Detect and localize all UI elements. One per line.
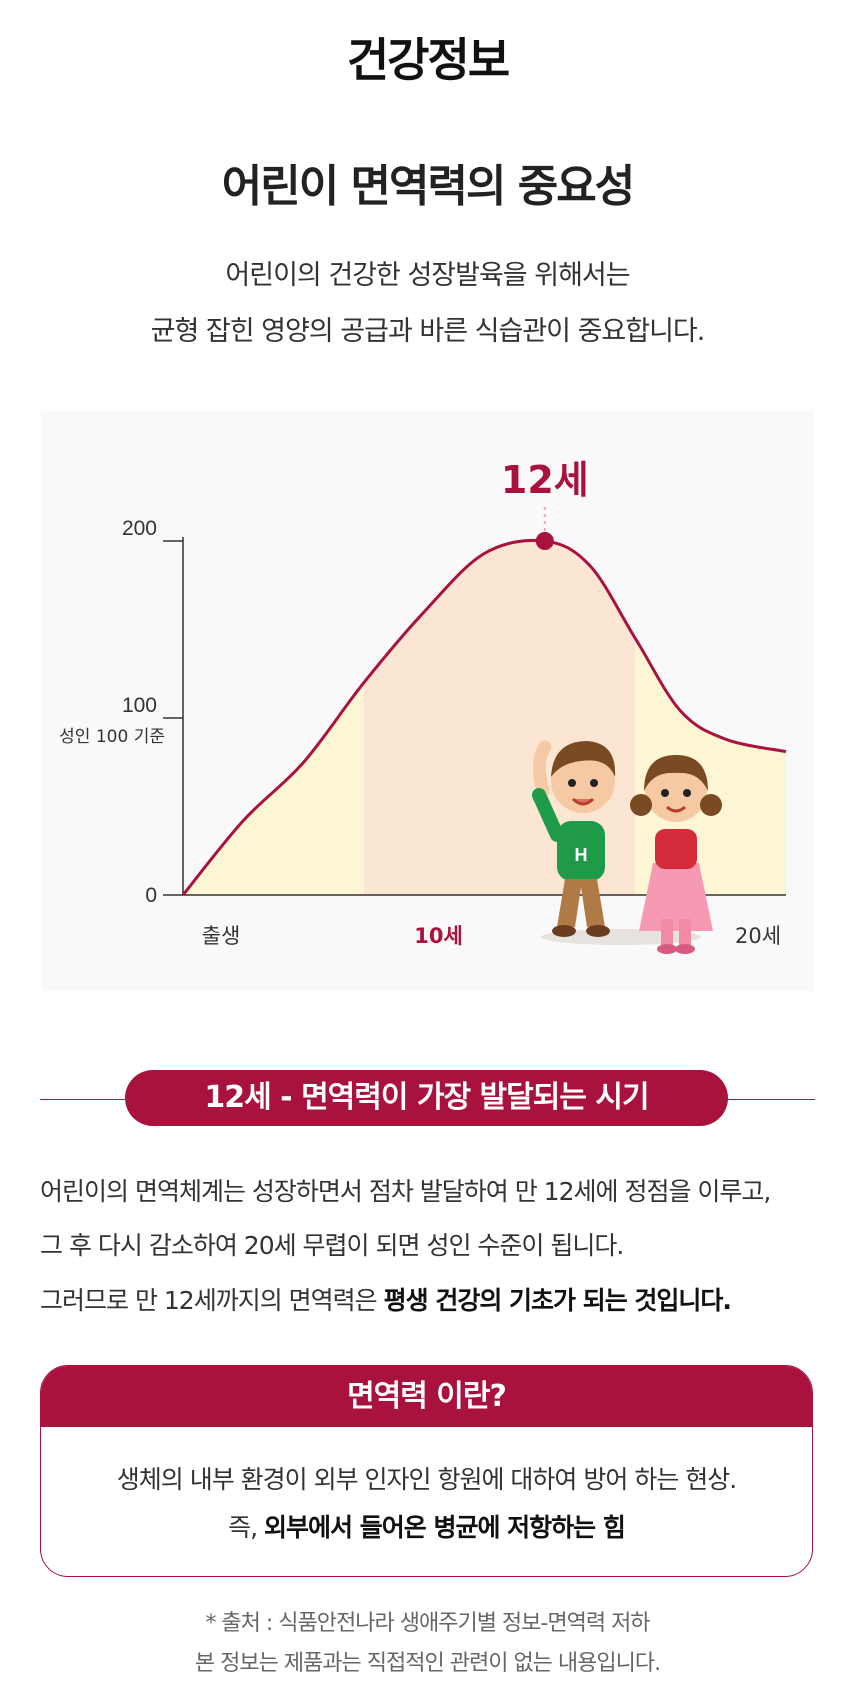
footnote-disclaimer: 본 정보는 제품과는 직접적인 관련이 없는 내용입니다.	[194, 1651, 661, 1676]
page-title: 건강정보	[346, 33, 510, 87]
body-paragraph-1: 어린이의 면역체계는 성장하면서 점차 발달하여 만 12세에 정점을 이루고,	[40, 1177, 771, 1206]
intro-line-2: 균형 잡힌 영양의 공급과 바른 식습관이 중요합니다.	[150, 316, 706, 347]
body-paragraph-2: 그 후 다시 감소하여 20세 무렵이 되면 성인 수준이 됩니다.	[40, 1231, 624, 1260]
body-paragraph-3: 그러므로 만 12세까지의 면역력은 평생 건강의 기초가 되는 것입니다.	[40, 1281, 830, 1317]
definition-box: 면역력 이란? 생체의 내부 환경이 외부 인자인 항원에 대하여 방어 하는 …	[40, 1365, 813, 1577]
peak-age-banner: 12세 - 면역력이 가장 발달되는 시기	[125, 1070, 728, 1126]
footnote-source: * 출처 : 식품안전나라 생애주기별 정보-면역력 저하	[205, 1611, 650, 1636]
section-title: 어린이 면역력의 중요성	[209, 150, 646, 214]
banner-divider-right	[722, 1099, 815, 1100]
intro-line-1: 어린이의 건강한 성장발육을 위해서는	[225, 260, 630, 291]
definition-line-2-normal: 즉,	[228, 1513, 265, 1542]
svg-text:H: H	[575, 845, 588, 865]
x-tick-label: 10세	[414, 924, 463, 948]
definition-line-2-bold: 외부에서 들어온 병균에 저항하는 힘	[264, 1513, 626, 1542]
peak-label: 12세	[501, 458, 589, 502]
peak-marker	[535, 532, 554, 550]
intro-text: 어린이의 건강한 성장발육을 위해서는 균형 잡힌 영양의 공급과 바른 식습관…	[0, 248, 855, 360]
boy-figure: H	[532, 740, 616, 937]
definition-line-1: 생체의 내부 환경이 외부 인자인 항원에 대하여 방어 하는 현상.	[116, 1465, 737, 1494]
definition-title: 면역력 이란?	[41, 1366, 812, 1427]
y-tick-label: 200	[122, 517, 157, 540]
banner-divider-left	[40, 1099, 130, 1100]
girl-figure	[630, 755, 722, 954]
definition-line-2: 즉, 외부에서 들어온 병균에 저항하는 힘	[41, 1508, 812, 1544]
y-reference-label: 성인 100 기준	[59, 727, 165, 747]
series-line	[181, 538, 787, 896]
body-p3-bold: 평생 건강의 기초가 되는 것입니다.	[383, 1286, 732, 1315]
y-tick-label: 100	[122, 694, 157, 717]
children-illustration: H	[532, 740, 722, 954]
x-tick-label: 20세	[735, 924, 781, 948]
y-tick-label: 0	[145, 884, 157, 907]
section-title-text: 어린이 면역력의 중요성	[221, 161, 635, 212]
x-tick-label: 출생	[202, 924, 241, 948]
body-p3-normal: 그러므로 만 12세까지의 면역력은	[40, 1286, 384, 1315]
